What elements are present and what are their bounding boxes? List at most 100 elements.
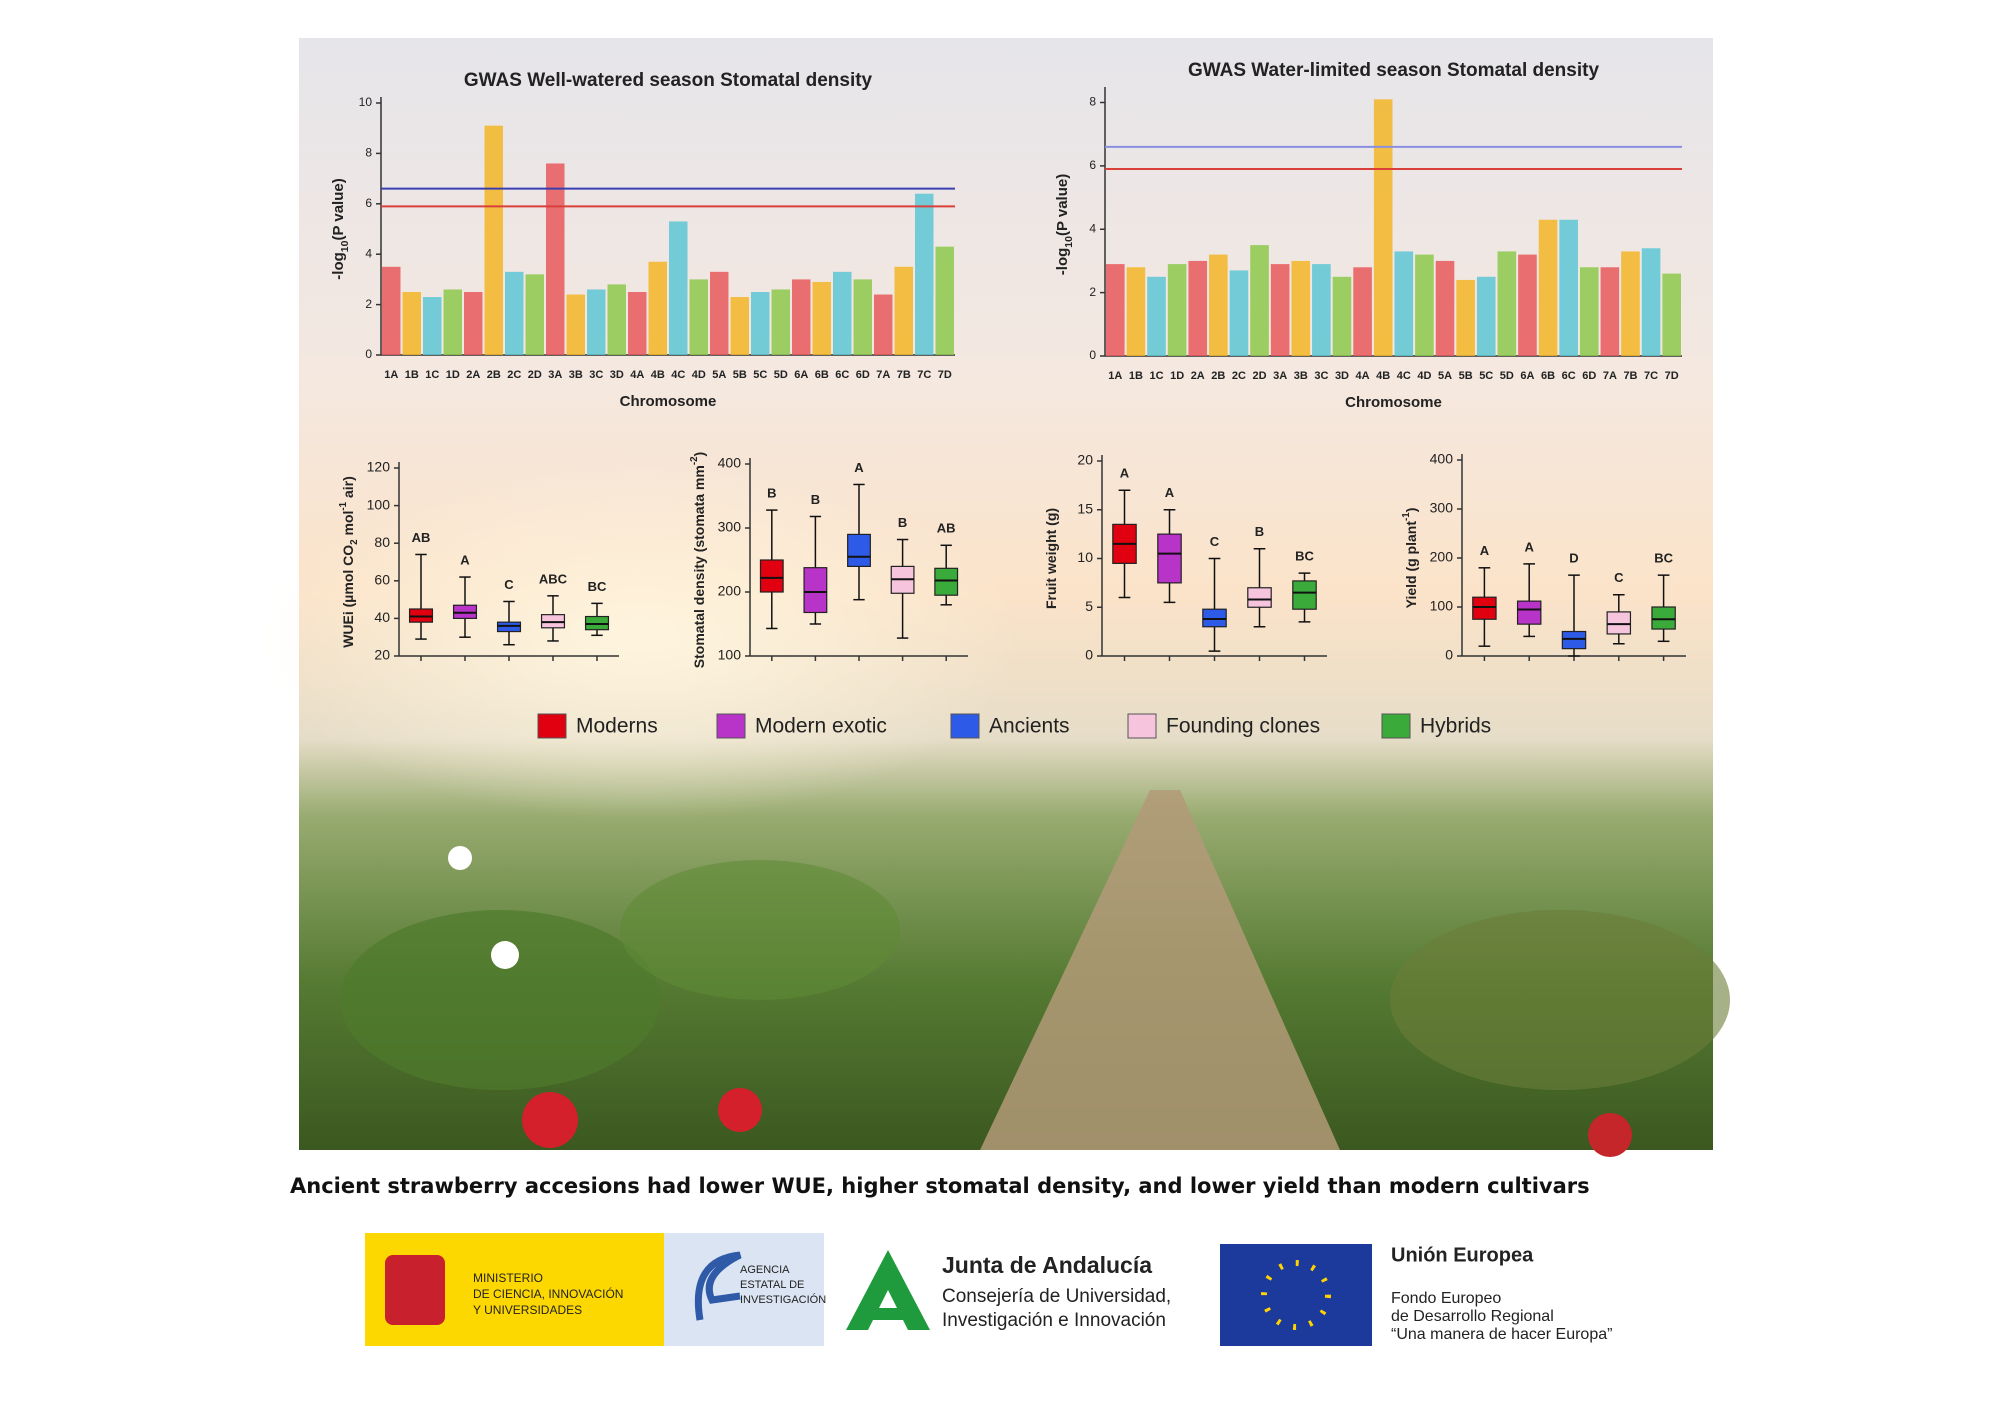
y-tick-label: 0 [1089, 348, 1096, 362]
x-tick-label: 4C [671, 369, 685, 381]
legend-label: Ancients [989, 715, 1070, 738]
x-tick-label: 6C [1562, 370, 1576, 382]
chromosome-peak [1641, 248, 1661, 356]
legend-swatch [1381, 713, 1411, 739]
y-tick-label: 10 [359, 95, 373, 109]
y-tick-label: 40 [374, 609, 390, 625]
chromosome-peak [484, 125, 503, 356]
group-letter: ABC [539, 571, 568, 586]
y-tick-label: 10 [1077, 549, 1093, 565]
legend-swatch [716, 713, 746, 739]
box [847, 533, 871, 568]
y-axis-label-part: ) [1403, 508, 1419, 513]
x-tick-label: 4D [692, 369, 706, 381]
eu-line: de Desarrollo Regional [1391, 1308, 1554, 1325]
eu-name: Unión Europea [1391, 1244, 1534, 1266]
junta-name: Junta de Andalucía [942, 1252, 1152, 1278]
y-axis-label-part: -1 [338, 501, 349, 510]
y-axis-label-part: -2 [689, 456, 700, 465]
chromosome-peak [1167, 264, 1187, 356]
chromosome-peak [505, 271, 524, 355]
agency-line: AGENCIA [740, 1264, 790, 1276]
x-tick-label: 6D [856, 369, 870, 381]
y-axis-label-part: -log [330, 252, 347, 280]
chromosome-peak [1353, 267, 1372, 356]
chromosome-peak [1291, 260, 1311, 356]
box [1157, 533, 1182, 584]
y-axis-label-part: WUEi (µmol CO [340, 545, 356, 648]
chromosome-peak [915, 193, 934, 355]
y-axis-label-part: Stomatal density (stomata mm [691, 465, 707, 668]
x-tick-label: 5D [774, 369, 788, 381]
chromosome-peak [1147, 276, 1166, 356]
box [803, 567, 828, 614]
chromosome-peak [464, 292, 483, 355]
y-tick-label: 100 [718, 647, 742, 663]
chromosome-peak [1435, 260, 1455, 356]
chromosome-peak [587, 289, 606, 355]
y-axis-label: -log10(P value) [1054, 174, 1075, 275]
chromosome-peak [607, 284, 626, 355]
x-tick-label: 1B [1129, 370, 1143, 382]
chromosome-peak [525, 274, 544, 355]
x-tick-label: 1A [1108, 370, 1122, 382]
x-tick-label: 5B [1459, 370, 1473, 382]
box [1516, 600, 1542, 625]
logo-ministry: MINISTERIO DE CIENCIA, INNOVACIÓN Y UNIV… [365, 1233, 826, 1346]
x-tick-label: 4B [651, 369, 665, 381]
y-tick-label: 8 [1089, 95, 1096, 109]
group-letter: B [767, 486, 776, 501]
y-tick-label: 2 [365, 297, 372, 311]
x-tick-label: 2C [1232, 370, 1246, 382]
box [1472, 596, 1497, 620]
eu-line: “Una manera de hacer Europa” [1391, 1326, 1612, 1343]
y-tick-label: 100 [1430, 598, 1454, 614]
x-tick-label: 7D [938, 369, 952, 381]
y-axis-label-part: -1 [1401, 512, 1412, 521]
chromosome-peak [751, 292, 770, 355]
chromosome-peak [1188, 260, 1208, 356]
chromosome-peak [1662, 273, 1681, 356]
x-tick-label: 4C [1397, 370, 1411, 382]
y-tick-label: 0 [365, 347, 372, 361]
x-tick-label: 1C [425, 369, 439, 381]
logo-junta: Junta de Andalucía Consejería de Univers… [846, 1250, 1171, 1331]
box [1247, 587, 1272, 608]
chromosome-peak [1621, 251, 1640, 356]
group-letter: BC [588, 579, 607, 594]
chart-title: GWAS Water-limited season Stomatal densi… [1188, 60, 1599, 81]
y-tick-label: 15 [1077, 500, 1093, 516]
chromosome-peak [1394, 251, 1414, 356]
x-tick-label: 7A [876, 369, 890, 381]
chromosome-peak [443, 289, 462, 355]
x-tick-label: 4B [1376, 370, 1390, 382]
junta-line: Consejería de Universidad, [942, 1286, 1171, 1307]
y-tick-label: 2 [1089, 285, 1096, 299]
y-tick-label: 4 [365, 246, 372, 260]
x-tick-label: 3C [1314, 370, 1328, 382]
y-tick-label: 400 [1430, 451, 1454, 467]
x-tick-label: 3B [1294, 370, 1308, 382]
y-tick-label: 100 [367, 496, 391, 512]
y-axis-label: Stomatal density (stomata mm-2) [689, 452, 707, 668]
x-tick-label: 6B [815, 369, 829, 381]
chromosome-peak [1126, 267, 1146, 356]
x-tick-label: 5A [712, 369, 726, 381]
chromosome-peak [1229, 270, 1249, 356]
chromosome-peak [1579, 267, 1599, 356]
x-tick-label: 4A [1356, 370, 1370, 382]
chromosome-peak [689, 279, 708, 355]
legend-swatch [537, 713, 567, 739]
y-tick-label: 300 [1430, 500, 1454, 516]
chromosome-peak [730, 297, 749, 355]
group-letter: C [504, 577, 514, 592]
y-tick-label: 20 [374, 647, 390, 663]
x-tick-label: 3C [589, 369, 603, 381]
group-letter: B [1255, 524, 1264, 539]
y-axis-label: Fruit weight (g) [1043, 508, 1059, 609]
y-tick-label: 0 [1445, 647, 1453, 663]
y-tick-label: 80 [374, 534, 390, 550]
box [1561, 630, 1587, 650]
chromosome-peak [648, 261, 667, 355]
group-letter: AB [937, 521, 956, 536]
